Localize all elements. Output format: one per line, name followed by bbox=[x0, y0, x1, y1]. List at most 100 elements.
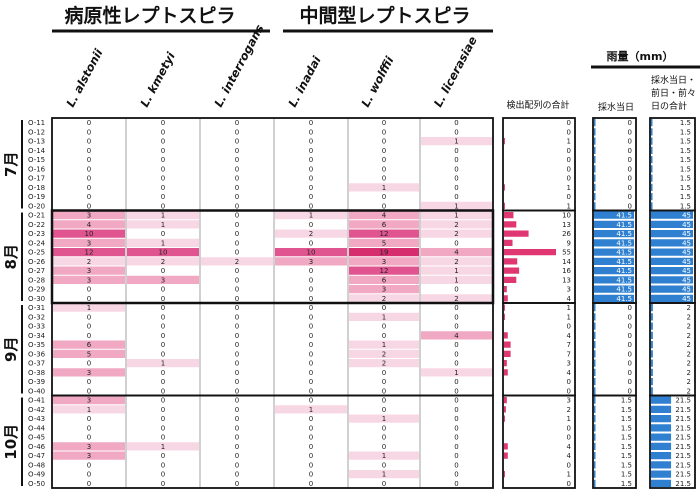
rain-value: 45 bbox=[682, 258, 691, 266]
total-bar bbox=[504, 276, 517, 283]
total-bar bbox=[504, 443, 508, 450]
row-label: O-47 bbox=[28, 452, 45, 460]
heatmap-cells: 0 0 0 0 0 00 0 0 0 0 00 0 0 0 0 10 0 0 0 0 00 0 0 0 0 00 0 0 0 0 00 0 0 0… bbox=[53, 119, 492, 488]
cell-value: 0 bbox=[235, 424, 239, 432]
rain-bar bbox=[594, 350, 596, 358]
cell-value: 0 bbox=[309, 378, 313, 386]
row-label: O-21 bbox=[28, 212, 45, 220]
rain-bar bbox=[651, 331, 653, 339]
row-label: O-23 bbox=[28, 230, 45, 238]
cell-value: 0 bbox=[87, 378, 91, 386]
cell-value: 0 bbox=[382, 406, 386, 414]
heat-cell bbox=[421, 266, 492, 275]
heat-cell bbox=[275, 405, 347, 414]
cell-value: 0 bbox=[235, 434, 239, 442]
total-value: 4 bbox=[567, 452, 572, 460]
month-block-border bbox=[502, 302, 576, 397]
total-value: 55 bbox=[562, 249, 571, 257]
heat-cell bbox=[349, 349, 419, 358]
cell-value: 0 bbox=[161, 202, 165, 210]
rain-value: 41.5 bbox=[616, 239, 632, 247]
heat-cell bbox=[201, 257, 273, 266]
cell-value: 0 bbox=[235, 313, 239, 321]
rain-value: 21.5 bbox=[675, 471, 691, 479]
rain-value: 1.5 bbox=[621, 424, 632, 432]
rain-bar bbox=[651, 285, 693, 293]
total-bar bbox=[504, 267, 520, 274]
heat-cell bbox=[349, 340, 419, 349]
cell-value: 0 bbox=[309, 184, 313, 192]
cell-value: 0 bbox=[454, 341, 458, 349]
cell-value: 3 bbox=[161, 276, 165, 284]
cell-value: 0 bbox=[309, 443, 313, 451]
heat-cell bbox=[53, 451, 125, 460]
cell-value: 1 bbox=[454, 202, 458, 210]
heat-cell bbox=[53, 229, 125, 238]
total-value: 14 bbox=[562, 258, 571, 266]
heat-cell bbox=[127, 211, 199, 220]
heat-cell bbox=[53, 275, 125, 284]
cell-value: 3 bbox=[87, 267, 91, 275]
cell-value: 0 bbox=[87, 138, 91, 146]
rain-bar bbox=[651, 202, 653, 210]
rain-day-column-title: 採水当日 bbox=[598, 101, 634, 113]
total-bar bbox=[504, 304, 505, 311]
row-label: O-42 bbox=[28, 406, 45, 414]
total-value: 3 bbox=[567, 360, 571, 368]
cell-value: 0 bbox=[235, 276, 239, 284]
rain-value: 0 bbox=[628, 360, 632, 368]
cell-value: 0 bbox=[309, 147, 313, 155]
rain-bar bbox=[594, 119, 596, 127]
total-bar bbox=[504, 184, 505, 191]
total-value: 4 bbox=[567, 369, 572, 377]
cell-value: 0 bbox=[454, 286, 458, 294]
cell-value: 0 bbox=[87, 295, 91, 303]
rain-bar bbox=[594, 146, 596, 154]
cell-value: 1 bbox=[454, 276, 458, 284]
rain-bar bbox=[594, 368, 596, 376]
rain-bar bbox=[594, 220, 634, 228]
row-label: O-13 bbox=[28, 138, 45, 146]
rain-value: 1.5 bbox=[680, 202, 691, 210]
total-value: 0 bbox=[567, 434, 571, 442]
rain-value: 21.5 bbox=[675, 452, 691, 460]
cell-value: 2 bbox=[454, 230, 458, 238]
cell-value: 2 bbox=[382, 295, 386, 303]
month-block-border bbox=[592, 394, 637, 489]
rain-3day-title-line1: 採水当日・ bbox=[651, 74, 696, 86]
heat-cell bbox=[349, 257, 419, 266]
rain-value: 1.5 bbox=[680, 165, 691, 173]
cell-value: 0 bbox=[309, 360, 313, 368]
cell-value: 3 bbox=[87, 397, 91, 405]
cell-value: 0 bbox=[161, 295, 165, 303]
cell-value: 0 bbox=[382, 443, 386, 451]
month-label: 10月 bbox=[2, 424, 20, 460]
cell-value: 0 bbox=[309, 221, 313, 229]
rain-bar bbox=[594, 294, 634, 302]
rain-3day-title-line3: 日の合計 bbox=[651, 100, 687, 112]
cell-value: 0 bbox=[309, 295, 313, 303]
rain-bar bbox=[594, 433, 596, 441]
cell-value: 5 bbox=[87, 350, 91, 358]
cell-value: 0 bbox=[382, 378, 386, 386]
row-label: O-15 bbox=[28, 156, 45, 164]
cell-value: 0 bbox=[235, 119, 239, 127]
heat-cell bbox=[53, 257, 125, 266]
heat-cell bbox=[421, 201, 492, 210]
total-value: 0 bbox=[567, 387, 571, 395]
total-value: 4 bbox=[567, 332, 572, 340]
month-labels: 7月 8月 9月 10月 bbox=[2, 120, 23, 486]
total-value: 0 bbox=[567, 156, 571, 164]
rain-bar bbox=[594, 331, 596, 339]
heat-cell bbox=[421, 257, 492, 266]
rain-value: 0 bbox=[628, 138, 632, 146]
total-column-title: 検出配列の合計 bbox=[506, 99, 569, 111]
cell-value: 0 bbox=[309, 471, 313, 479]
rain-3day-bar-chart: 1.51.51.51.51.51.51.51.51.51.54545454545… bbox=[651, 119, 693, 488]
cell-value: 0 bbox=[235, 341, 239, 349]
cell-value: 0 bbox=[454, 156, 458, 164]
heat-cell bbox=[349, 414, 419, 423]
heat-cell bbox=[53, 238, 125, 247]
rain-bar bbox=[594, 479, 596, 487]
heat-cell bbox=[421, 211, 492, 220]
